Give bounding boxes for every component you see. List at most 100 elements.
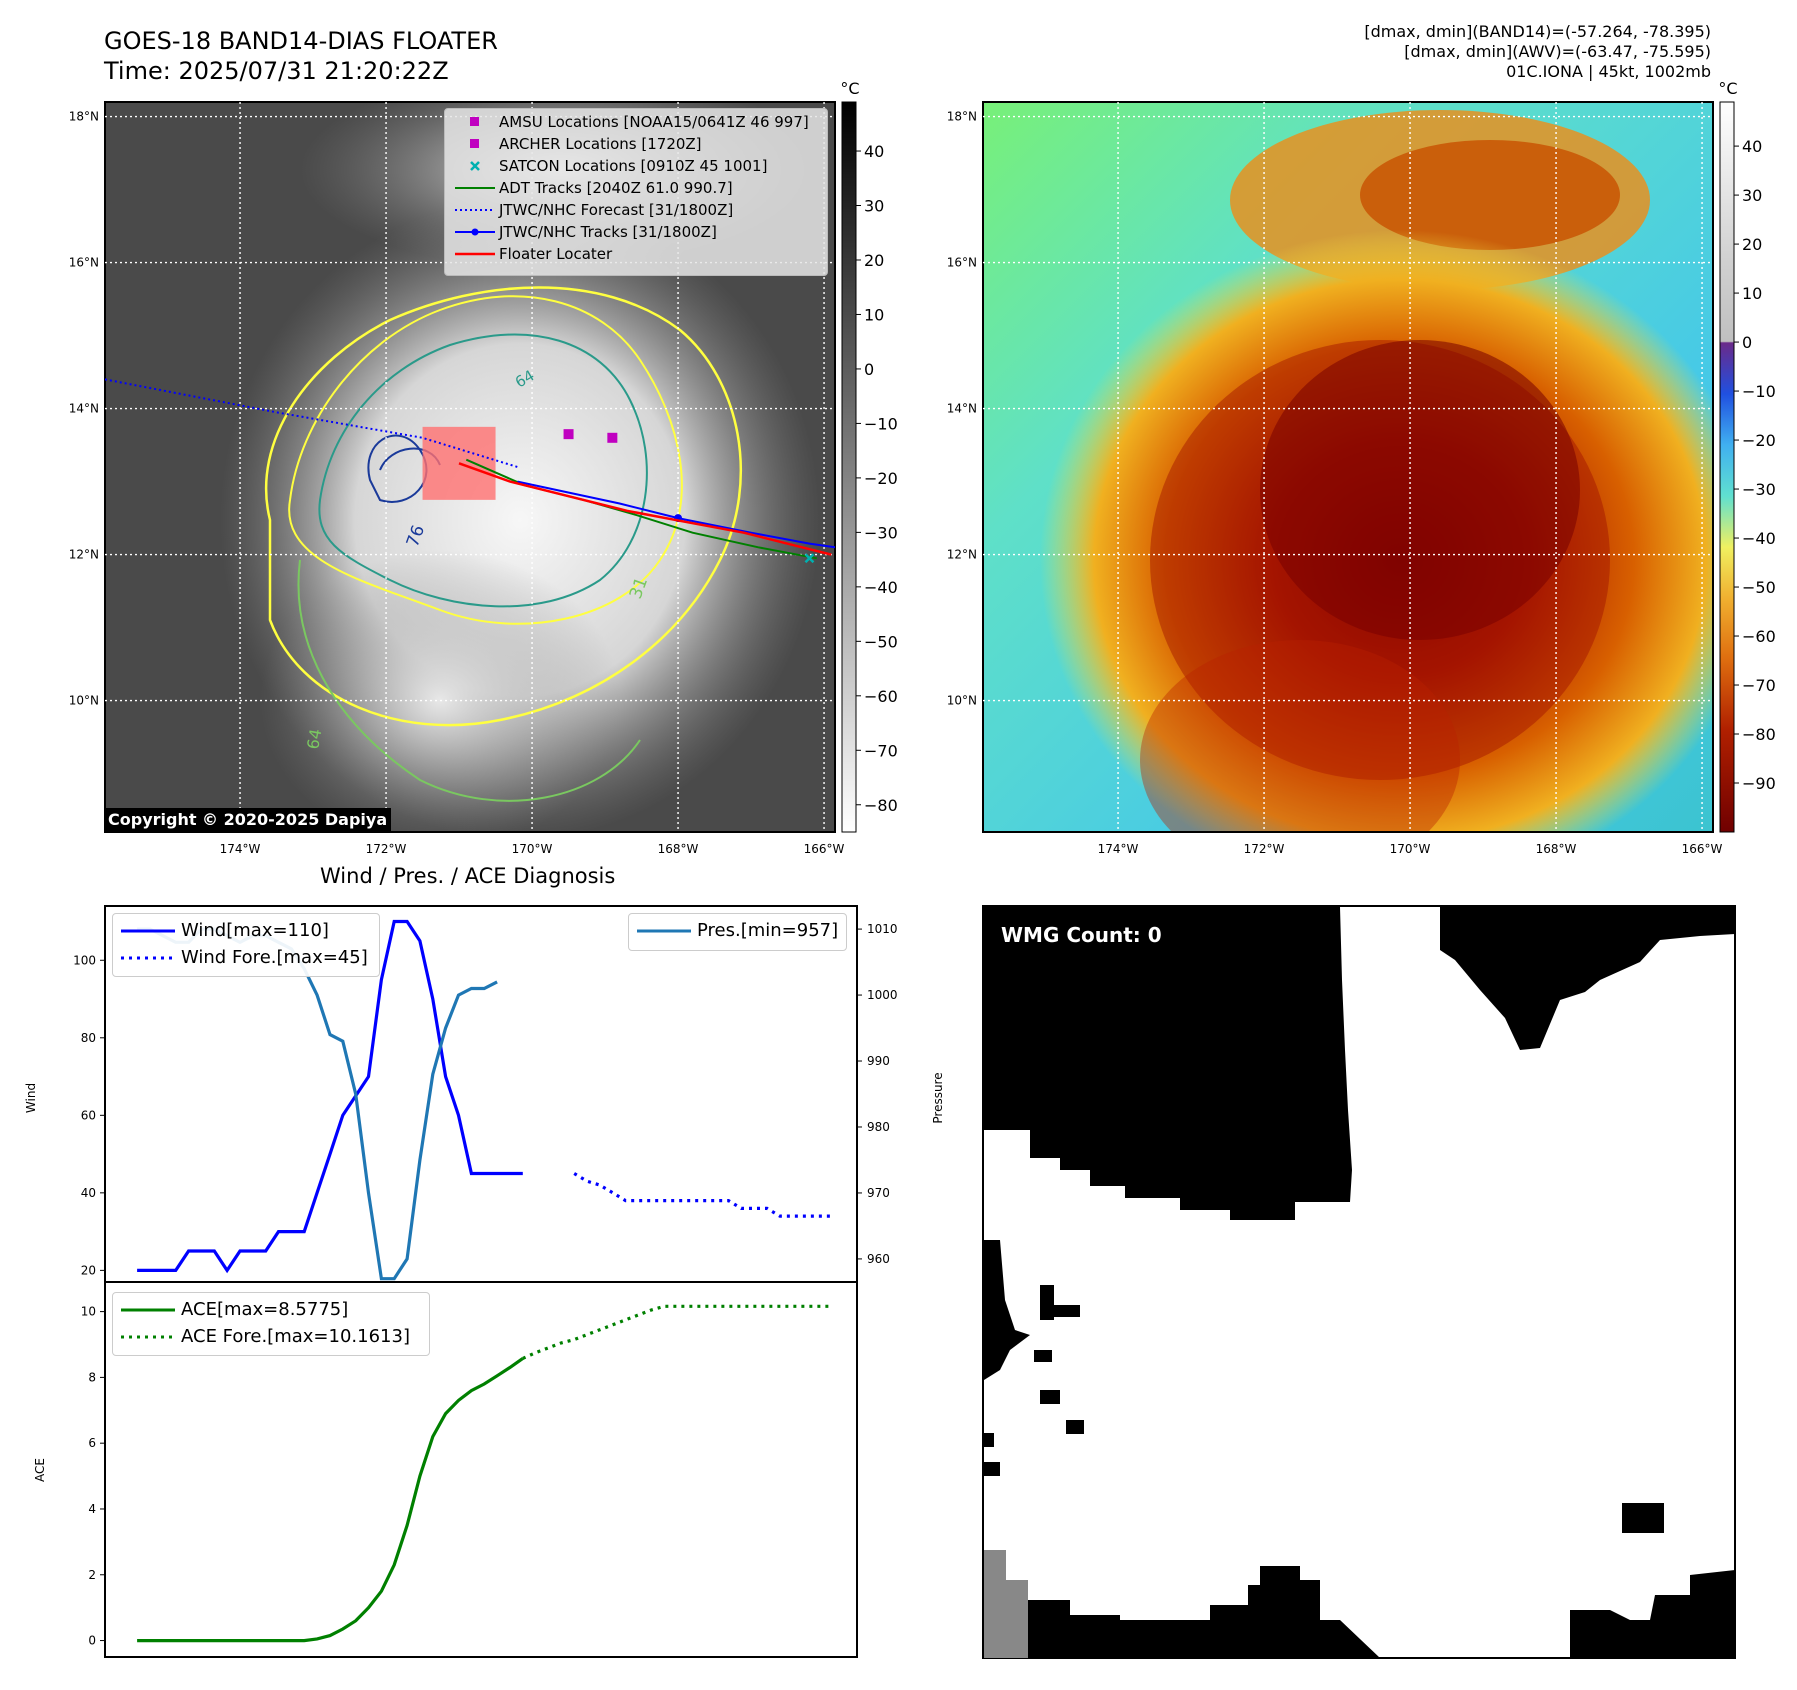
square-marker-icon [470,139,479,148]
chart-time: Time: 2025/07/31 21:20:22Z [104,57,449,85]
square-marker-icon [470,117,479,126]
ir-tick-labels: 18°N 16°N 14°N 12°N 10°N 174°W 172°W 170°W 168°W… [69,110,845,856]
colorbar-ticks: 40 30 20 10 0 −10 −20 −30 −40 −50 −60 −70 −80 40 30 20 1… [856,137,1776,815]
lat-tick-label: 10°N [69,694,99,708]
lat-tick-label: 12°N [947,548,977,562]
colorbar-tick-label: −50 [1742,578,1776,597]
awv-imagery [983,102,1713,832]
ir-tracks [105,378,835,564]
chart-title: GOES-18 BAND14-DIAS FLOATER [104,27,498,55]
colorbar-tick-label: 0 [1742,333,1752,352]
copyright-badge: Copyright © 2020-2025 Dapiya [104,808,392,832]
colorbar-tick-label: 20 [1742,235,1762,254]
ir-colorbar-unit: °C [840,79,859,98]
ace-tick-label: 4 [88,1502,96,1516]
info-line-2: [dmax, dmin](AWV)=(-63.47, -75.595) [1404,42,1711,61]
ir-frame [104,101,836,833]
colorbar-tick-label: 40 [864,142,884,161]
lon-tick-label: 172°W [1244,842,1285,856]
satcon-marker [804,553,815,564]
lon-tick-label: 170°W [512,842,553,856]
wmg-panel [982,905,1736,1659]
map-legend: AMSU Locations [NOAA15/0641Z 46 997] ARC… [444,108,828,276]
colorbar-tick-label: −20 [1742,431,1776,450]
colorbar-tick-label: 0 [864,360,874,379]
amsu-marker [563,429,574,440]
lon-tick-label: 168°W [658,842,699,856]
colorbar-tick-label: −80 [1742,725,1776,744]
lat-tick-label: 12°N [69,548,99,562]
colorbar-tick-label: −70 [864,741,898,760]
line-dot-marker-icon [471,228,479,236]
awv-frame [982,101,1714,833]
wind-forecast-line [573,1172,832,1218]
colorbar-tick-label: −80 [864,796,898,815]
pressure-tick-label: 990 [867,1054,890,1068]
ace-line [137,1357,524,1643]
map-panels: 18°N 16°N 14°N 12°N 10°N 174°W 172°W 170°W 168°W… [69,79,1776,856]
colorbar-tick-label: −30 [864,523,898,542]
colorbar-tick-label: −70 [1742,676,1776,695]
lat-tick-label: 18°N [69,110,99,124]
awv-tick-labels: 18°N 16°N 14°N 12°N 10°N 174°W 172°W 170°W 168°W… [947,110,1723,856]
lon-tick-label: 166°W [1682,842,1723,856]
ace-tick-label: 6 [88,1436,96,1450]
lon-tick-label: 172°W [366,842,407,856]
wind-tick-label: 20 [81,1263,96,1277]
pressure-tick-label: 1010 [867,922,898,936]
x-marker-icon [470,161,480,171]
awv-gridlines [983,102,1713,832]
ir-colorbar [841,101,857,833]
pressure-tick-label: 960 [867,1252,890,1266]
colorbar-tick-label: 40 [1742,137,1762,156]
colorbar-tick-label: −10 [864,414,898,433]
ace-forecast-line [522,1304,832,1360]
ace-legend: ACE[max=8.5775] ACE Fore.[max=10.1613] [112,1292,430,1356]
colorbar-tick-label: −40 [864,578,898,597]
floater-track [458,462,832,556]
wind-tick-label: 100 [73,953,96,967]
colorbar-tick-label: 10 [864,305,884,324]
ace-tick-label: 8 [88,1370,96,1384]
awv-colorbar-unit: °C [1718,79,1737,98]
info-line-3: 01C.IONA | 45kt, 1002mb [1506,62,1711,81]
wmg-count-label: WMG Count: 0 [1001,923,1162,947]
colorbar-tick-label: −10 [1742,382,1776,401]
colorbar-tick-label: −30 [1742,480,1776,499]
colorbar-tick-label: −20 [864,469,898,488]
ace-axis-label: ACE [33,1458,47,1482]
lat-tick-label: 16°N [69,256,99,270]
pressure-tick-label: 980 [867,1120,890,1134]
lat-tick-label: 14°N [947,402,977,416]
wind-legend: Wind[max=110] Wind Fore.[max=45] [112,913,380,977]
colorbar-tick-label: −60 [1742,627,1776,646]
wind-tick-label: 80 [81,1031,96,1045]
ace-tick-label: 10 [81,1305,96,1319]
lat-tick-label: 10°N [947,694,977,708]
awv-colorbar [1719,101,1735,833]
lon-tick-label: 166°W [804,842,845,856]
wind-tick-label: 60 [81,1108,96,1122]
colorbar-tick-label: 20 [864,251,884,270]
ace-series [137,1304,832,1643]
colorbar-tick-label: −40 [1742,529,1776,548]
lat-tick-label: 18°N [947,110,977,124]
ace-axes: 0 2 4 6 8 10 [81,1305,105,1648]
pressure-legend: Pres.[min=957] [628,913,847,951]
lon-tick-label: 174°W [220,842,261,856]
lon-tick-label: 174°W [1098,842,1139,856]
wind-tick-label: 40 [81,1186,96,1200]
pressure-tick-label: 1000 [867,988,898,1002]
wind-axes: 20 40 60 80 100 960 970 980 990 1000 1010 [73,922,897,1277]
archer-marker [607,432,618,443]
contour-label: 64 [303,727,325,750]
ace-tick-label: 2 [88,1568,96,1582]
lon-tick-label: 170°W [1390,842,1431,856]
pressure-axis-label: Pressure [931,1072,945,1123]
jtwc-track [517,480,835,549]
lon-tick-label: 168°W [1536,842,1577,856]
colorbar-tick-label: 30 [864,197,884,216]
colorbar-tick-label: −50 [864,632,898,651]
lat-tick-label: 14°N [69,402,99,416]
